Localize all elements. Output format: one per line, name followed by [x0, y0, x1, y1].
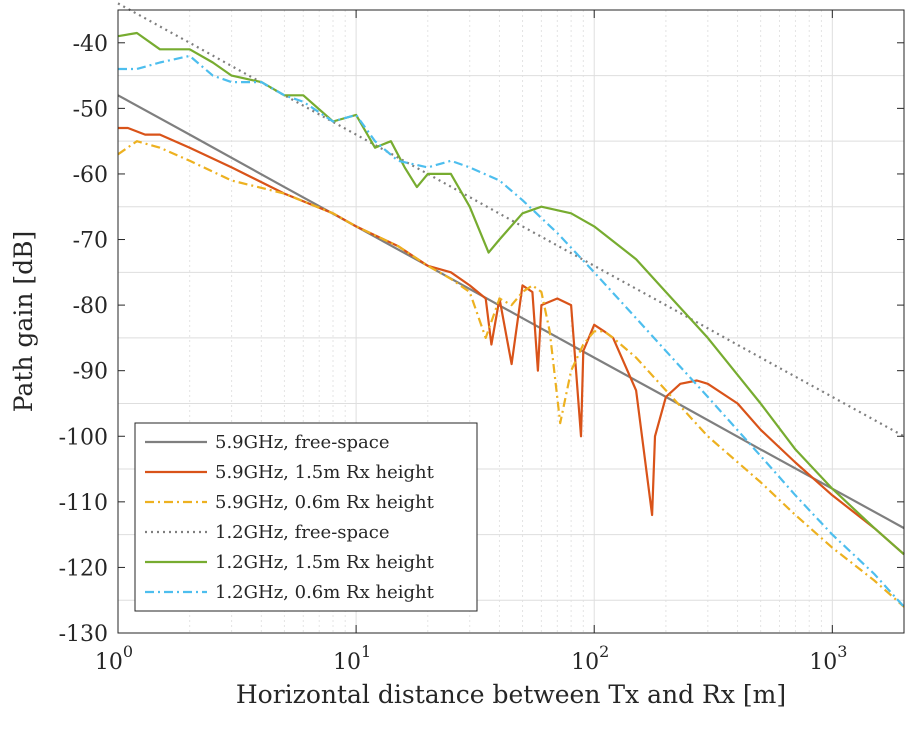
y-tick-label: -100 — [59, 425, 108, 450]
x-tick-exponent: 3 — [837, 642, 847, 661]
series-line-3 — [117, 140, 905, 608]
series-layer — [117, 2, 905, 608]
y-tick-label: -50 — [73, 97, 108, 122]
x-tick-base: 10 — [95, 650, 123, 675]
plot-frame — [117, 9, 905, 634]
legend-box — [134, 422, 478, 612]
x-tick-base: 10 — [809, 650, 837, 675]
x-tick-base: 10 — [333, 650, 361, 675]
series-line-5 — [117, 31, 905, 556]
x-tick-label: 102 — [571, 642, 609, 675]
y-tick-label: -40 — [73, 32, 108, 57]
y-tick-label: -60 — [73, 163, 108, 188]
legend-item-label: 5.9GHz, 1.5m Rx height — [215, 462, 435, 483]
y-tick-label: -80 — [73, 294, 108, 319]
x-tick-base: 10 — [571, 650, 599, 675]
x-tick-exponent: 2 — [599, 642, 609, 661]
legend-item-label: 1.2GHz, 0.6m Rx height — [215, 582, 435, 603]
y-tick-label: -90 — [73, 360, 108, 385]
x-tick-label: 101 — [333, 642, 371, 675]
x-tick-exponent: 0 — [123, 642, 133, 661]
legend: 5.9GHz, free-space 5.9GHz, 1.5m Rx height… — [134, 422, 478, 612]
y-axis-label: Path gain [dB] — [9, 231, 38, 413]
series-line-6 — [118, 54, 905, 608]
legend-item-label: 1.2GHz, free-space — [215, 522, 390, 543]
legend-item-label: 5.9GHz, 0.6m Rx height — [215, 492, 435, 513]
x-tick-exponent: 1 — [361, 642, 371, 661]
y-tick-label: -110 — [59, 491, 108, 516]
series-line-1 — [117, 94, 905, 530]
y-tick-label: -70 — [73, 229, 108, 254]
y-tick-label: -130 — [59, 622, 108, 647]
y-tick-label: -120 — [59, 556, 108, 581]
x-tick-label: 100 — [95, 642, 133, 675]
legend-item-label: 1.2GHz, 1.5m Rx height — [215, 552, 435, 573]
legend-item-label: 5.9GHz, free-space — [215, 432, 390, 453]
x-axis-label: Horizontal distance between Tx and Rx [m… — [236, 680, 786, 709]
x-tick-label: 103 — [809, 642, 847, 675]
